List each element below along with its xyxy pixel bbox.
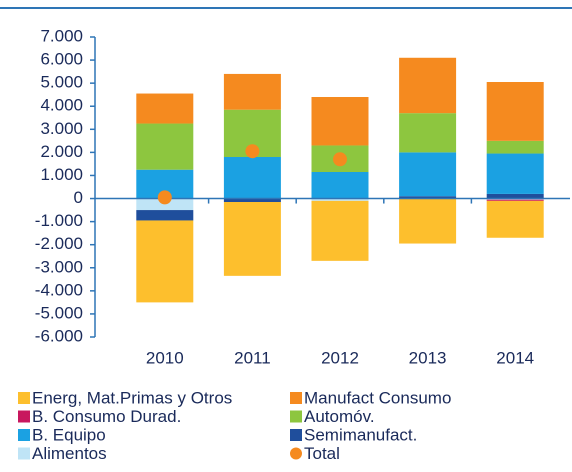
bar-segment (486, 153, 544, 194)
legend-marker (290, 447, 302, 460)
legend-marker (290, 392, 302, 404)
x-tick-label: 2013 (409, 348, 447, 367)
bar-segment (136, 93, 194, 124)
legend-label: Energ, Mat.Primas y Otros (32, 388, 232, 407)
x-tick-label: 2011 (234, 348, 271, 367)
legend-marker (18, 392, 30, 404)
legend-label: Semimanufact. (304, 425, 417, 444)
total-dot (245, 144, 260, 159)
legend-label: Total (304, 444, 340, 463)
bar-segment (223, 73, 281, 110)
y-tick-label: 5.000 (40, 73, 83, 92)
bar-segment (311, 198, 369, 201)
bar-segment (399, 113, 457, 153)
y-tick-label: -4.000 (35, 280, 83, 299)
legend-label: Manufact Consumo (304, 388, 451, 407)
legend-label: B. Equipo (32, 425, 106, 444)
bar-segment (311, 172, 369, 199)
y-tick-label: -3.000 (35, 257, 83, 276)
legend-label: Alimentos (32, 444, 107, 463)
y-tick-label: -5.000 (35, 303, 83, 322)
bar-segment (486, 140, 544, 154)
legend-marker (18, 429, 30, 441)
legend-marker (18, 410, 30, 423)
x-tick-label: 2010 (146, 348, 184, 367)
bar-segment (399, 196, 457, 199)
x-tick-label: 2012 (321, 348, 359, 367)
legend-label: B. Consumo Durad. (32, 407, 181, 426)
y-tick-label: 4.000 (40, 96, 83, 115)
y-tick-label: 6.000 (40, 50, 83, 69)
bar-segment (223, 202, 281, 276)
y-tick-label: 1.000 (40, 165, 83, 184)
y-tick-label: 0 (74, 188, 83, 207)
total-dot (333, 152, 347, 167)
bar-segment (486, 200, 544, 238)
bar-segment (486, 199, 544, 201)
y-tick-label: 2.000 (40, 142, 83, 161)
y-tick-label: 3.000 (40, 119, 83, 138)
bar-segment (399, 198, 457, 244)
bar-segment (136, 220, 194, 303)
bar-segment (223, 198, 281, 202)
bar-segment (399, 57, 457, 114)
total-dot (157, 190, 172, 205)
y-tick-label: -2.000 (35, 234, 83, 253)
bar-segment (486, 193, 544, 199)
legend-marker (290, 429, 302, 441)
legend-label: Automóv. (304, 407, 375, 426)
bar-segment (399, 152, 457, 197)
bar-segment (311, 97, 369, 146)
bar-segment (223, 157, 281, 199)
y-tick-label: -6.000 (35, 326, 83, 345)
y-tick-label: 7.000 (40, 26, 83, 45)
bar-segment (311, 200, 369, 261)
bar-segment (486, 82, 544, 141)
bar-segment (136, 210, 194, 221)
legend-marker (290, 410, 302, 423)
x-tick-label: 2014 (496, 348, 534, 367)
bar-segment (136, 123, 194, 170)
legend-marker (18, 447, 30, 460)
y-tick-label: -1.000 (35, 211, 83, 230)
